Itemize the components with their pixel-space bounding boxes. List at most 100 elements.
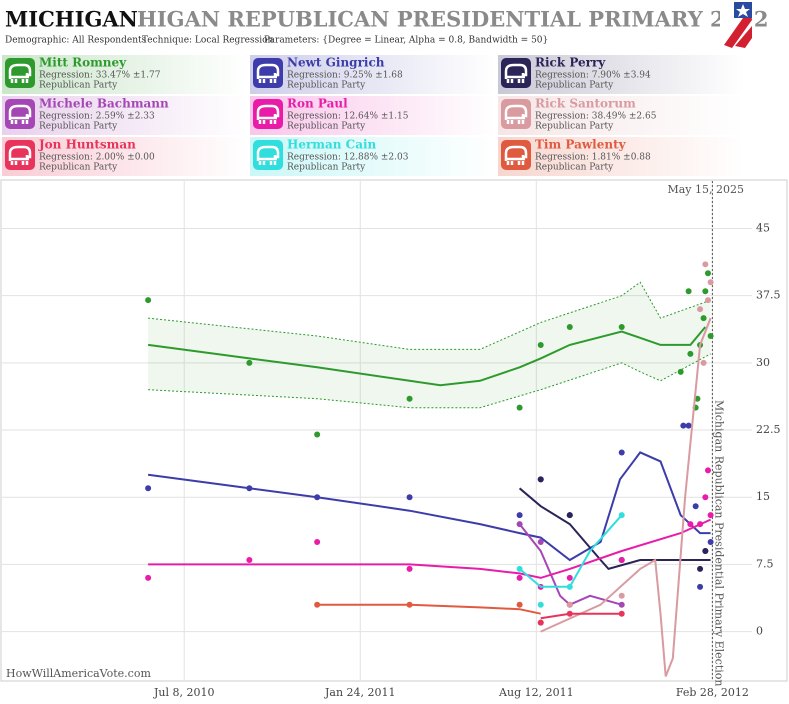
- poll-point: [692, 503, 699, 510]
- poll-point: [687, 521, 694, 528]
- regression: Regression: 9.25% ±1.68: [287, 71, 403, 81]
- poll-point: [677, 368, 684, 375]
- candidate-name: Tim Pawlenty: [535, 138, 627, 152]
- poll-point: [618, 324, 625, 331]
- poll-point: [406, 565, 413, 572]
- poll-point: [697, 583, 704, 590]
- poll-point: [537, 619, 544, 626]
- watermark: HowWillAmericaVote.com: [6, 667, 151, 680]
- poll-point: [704, 297, 711, 304]
- band-edge: [148, 281, 711, 350]
- poll-point: [702, 288, 709, 295]
- poll-point: [314, 494, 321, 501]
- elephant: [504, 63, 528, 83]
- candidate-name: Michele Bachmann: [39, 97, 169, 111]
- poll-point: [566, 583, 573, 590]
- card-bg: [2, 55, 248, 94]
- candidate-name: Newt Gingrich: [287, 56, 385, 70]
- logo: [720, 0, 752, 48]
- poll-point: [618, 449, 625, 456]
- poll-point: [618, 592, 625, 599]
- poll-point: [145, 485, 152, 492]
- poll-point: [697, 521, 704, 528]
- poll-point: [566, 574, 573, 581]
- poll-point: [537, 476, 544, 483]
- poll-point: [707, 539, 714, 546]
- x-tick-label: Jul 8, 2010: [153, 686, 215, 699]
- poll-point: [685, 422, 692, 429]
- y-tick-label: 37.5: [756, 289, 781, 302]
- candidate-name: Rick Perry: [535, 56, 606, 70]
- y-tick-label: 30: [756, 356, 770, 369]
- party: Republican Party: [535, 81, 614, 91]
- regression: Regression: 33.47% ±1.77: [39, 71, 161, 81]
- poll-point: [618, 556, 625, 563]
- poll-point: [145, 574, 152, 581]
- card-bg: [2, 96, 248, 135]
- elephant: [256, 104, 280, 124]
- party: Republican Party: [39, 81, 118, 91]
- trend-line: [540, 317, 712, 677]
- party: Republican Party: [535, 163, 614, 173]
- poll-point: [537, 539, 544, 546]
- today-label: May 15, 2025: [667, 183, 744, 196]
- poll-point: [618, 601, 625, 608]
- trend-line: [147, 451, 711, 562]
- subtitle: Parameters: {Degree = Linear, Alpha = 0.…: [264, 36, 548, 46]
- poll-point: [697, 306, 704, 313]
- card-bg: [498, 55, 744, 94]
- poll-point: [406, 601, 413, 608]
- regression: Regression: 12.88% ±2.03: [287, 153, 409, 163]
- poll-point: [702, 547, 709, 554]
- poll-point: [516, 574, 523, 581]
- poll-point: [680, 422, 687, 429]
- y-tick-label: 0: [756, 625, 763, 638]
- candidate-name: Ron Paul: [287, 97, 348, 111]
- poll-point: [516, 565, 523, 572]
- regression: Regression: 2.00% ±0.00: [39, 153, 155, 163]
- poll-point: [516, 404, 523, 411]
- trend-line: [147, 326, 707, 387]
- poll-point: [702, 494, 709, 501]
- card-bg: [250, 137, 496, 176]
- band-edge: [148, 353, 711, 409]
- poll-point: [566, 324, 573, 331]
- poll-point: [700, 315, 707, 322]
- party: Republican Party: [39, 163, 118, 173]
- poll-point: [406, 395, 413, 402]
- trend-line: [518, 487, 711, 571]
- poll-point: [566, 601, 573, 608]
- card-bg: [498, 96, 744, 135]
- regression: Regression: 1.81% ±0.88: [535, 153, 651, 163]
- party: Republican Party: [287, 81, 366, 91]
- party: Republican Party: [287, 163, 366, 173]
- poll-point: [246, 359, 253, 366]
- candidate-name: Herman Cain: [287, 138, 377, 152]
- elephant: [504, 104, 528, 124]
- poll-point: [700, 359, 707, 366]
- poll-point: [707, 512, 714, 519]
- party: Republican Party: [535, 122, 614, 132]
- poll-point: [566, 512, 573, 519]
- title-rest: HIGAN REPUBLICAN PRESIDENTIAL PRIMARY 20…: [137, 7, 768, 32]
- poll-point: [566, 610, 573, 617]
- trend-line: [148, 518, 712, 579]
- series-layer: [145, 261, 714, 677]
- poll-point: [516, 521, 523, 528]
- election-label: Michigan Republican Presidential Primary…: [712, 400, 725, 687]
- elephant: [504, 145, 528, 165]
- elephant: [256, 145, 280, 165]
- card-bg: [250, 96, 496, 135]
- y-tick-label: 45: [756, 221, 770, 234]
- y-tick-label: 7.5: [756, 557, 774, 570]
